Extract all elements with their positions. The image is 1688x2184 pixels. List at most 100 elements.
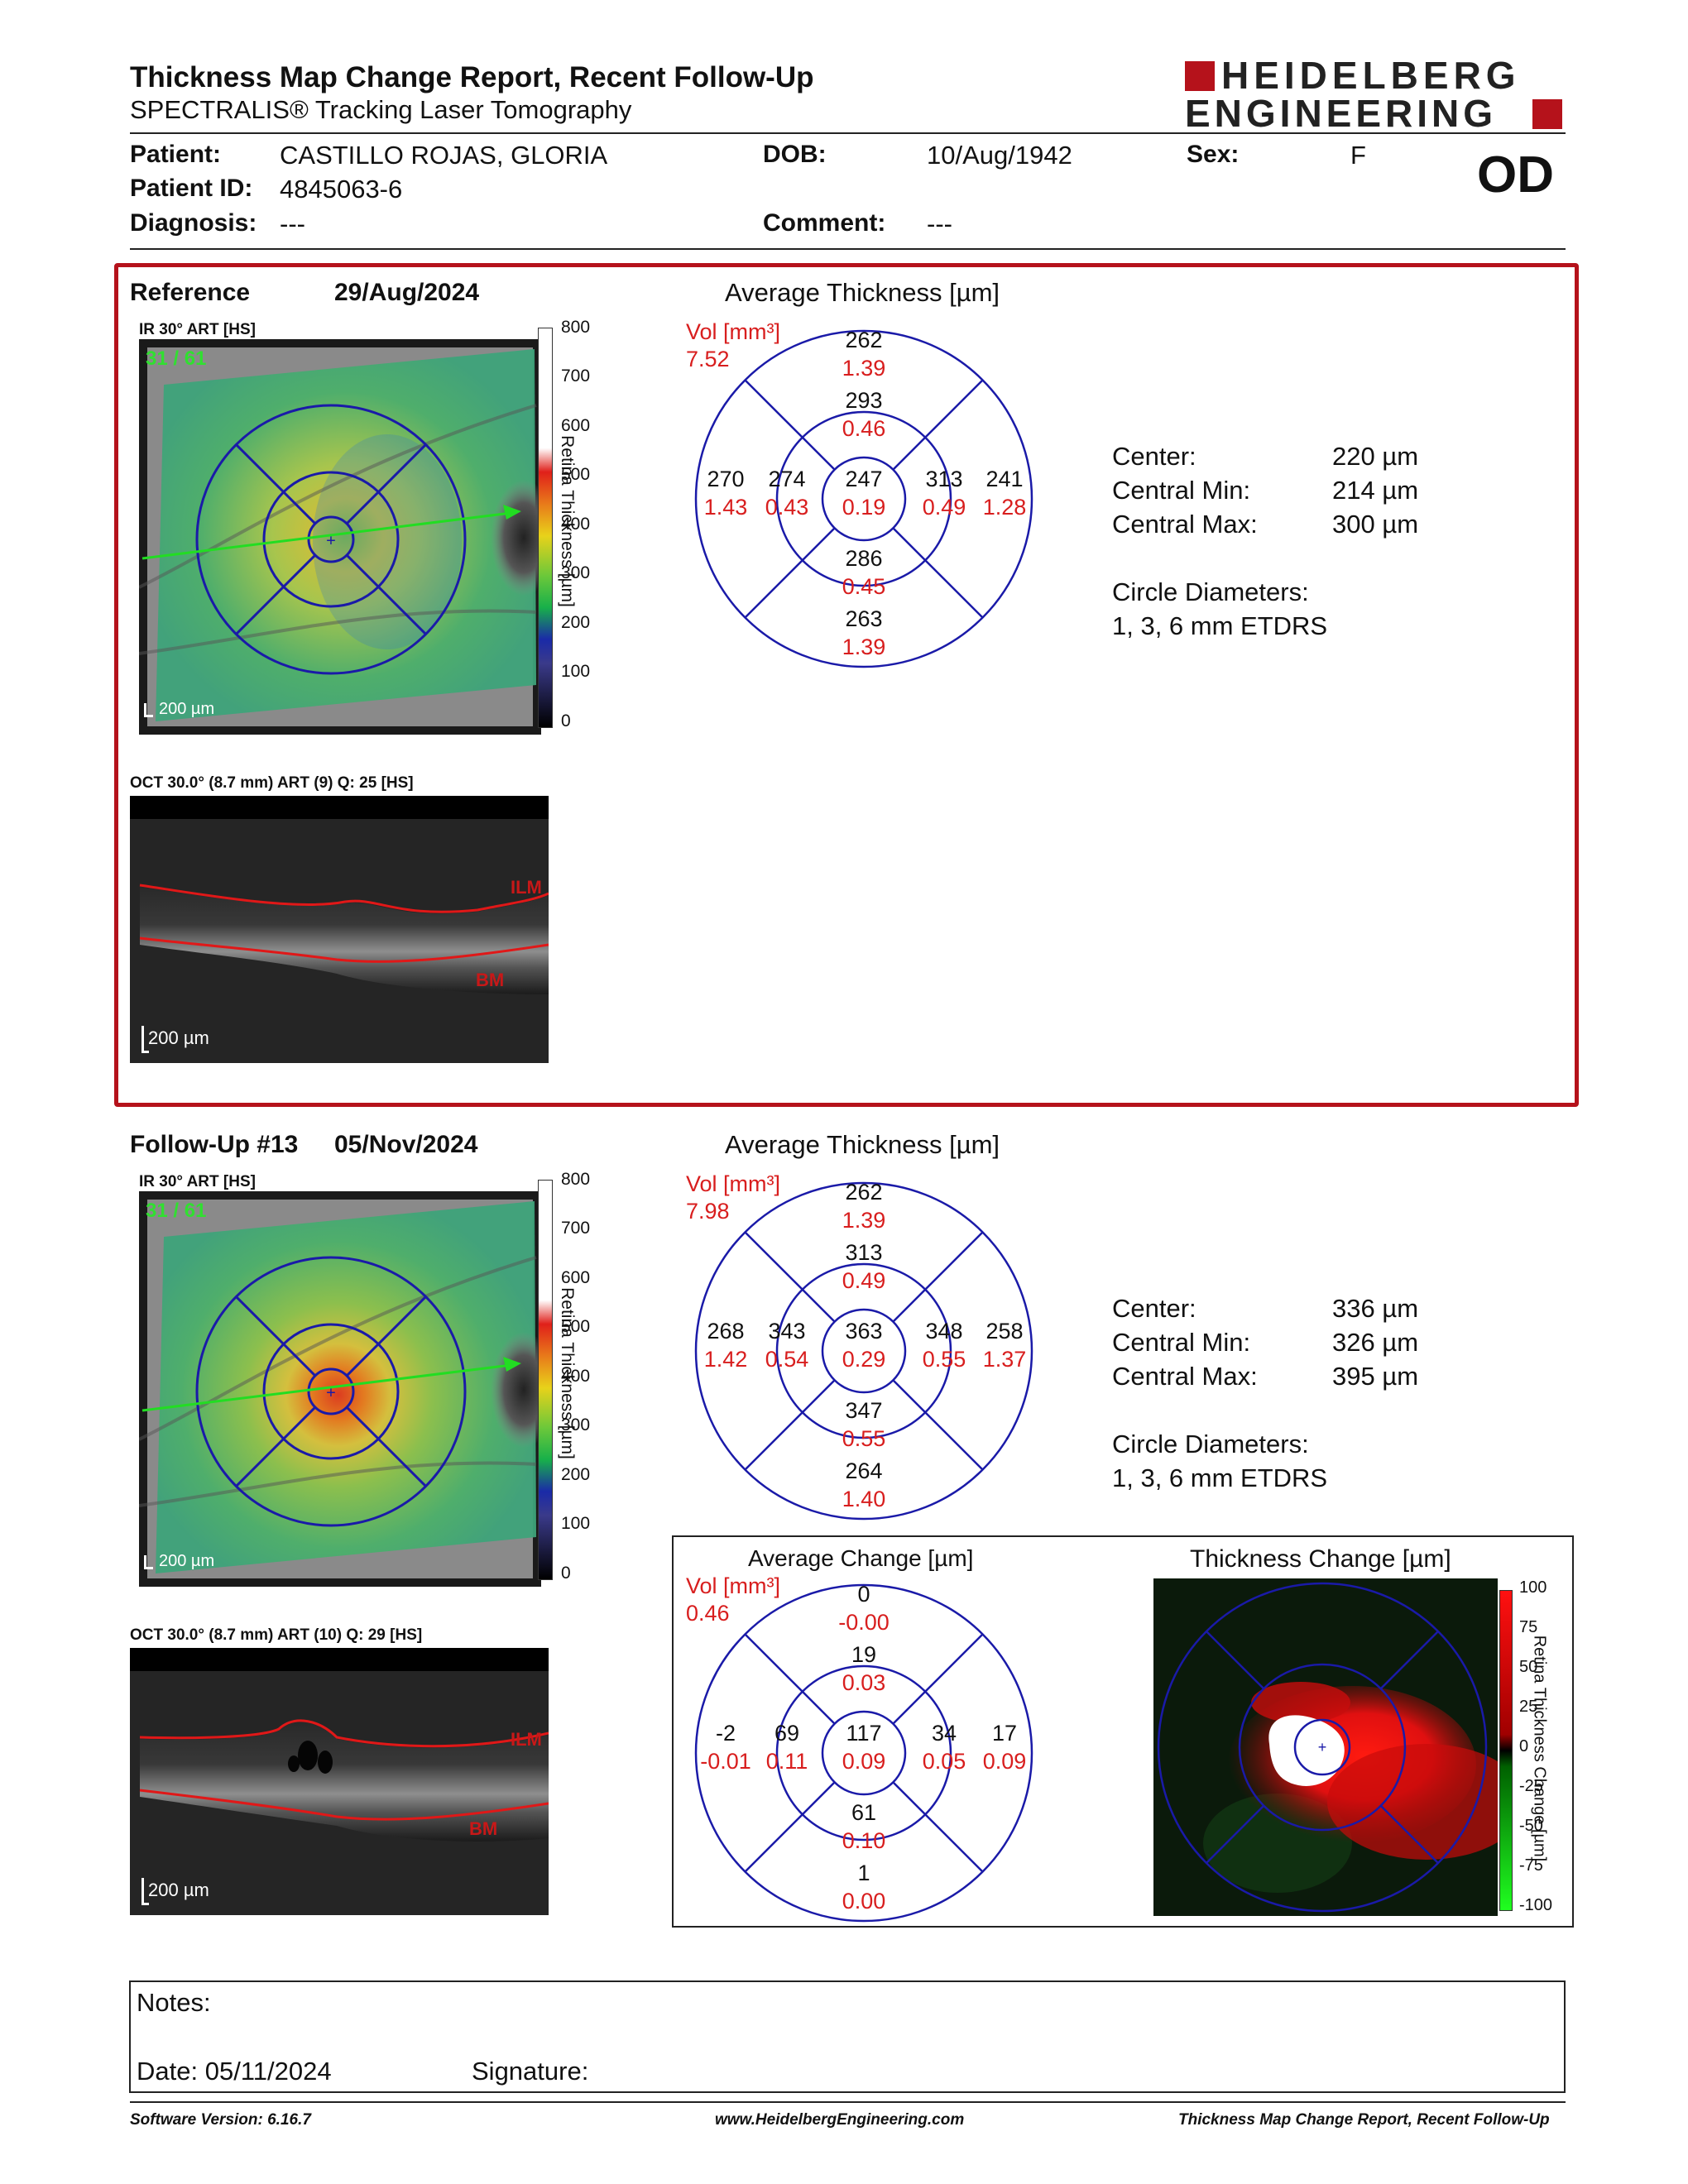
followup-cb-tick: 800 xyxy=(561,1170,591,1189)
svg-text:+: + xyxy=(326,1384,336,1402)
change-cb-tick: 0 xyxy=(1519,1737,1529,1755)
reference-scale-label: 200 µm xyxy=(159,700,215,718)
reference-ilm-label: ILM xyxy=(511,877,542,898)
report-subtitle: SPECTRALIS® Tracking Laser Tomography xyxy=(130,95,632,124)
reference-center-vol: 0.19 xyxy=(842,495,886,520)
reference-min-label: Central Min: xyxy=(1112,476,1251,505)
reference-oct-scale: 200 µm xyxy=(148,1027,209,1048)
followup-outer-superior-vol: 1.39 xyxy=(842,1208,886,1233)
sex-value: F xyxy=(1350,141,1366,170)
change-outer-inferior: 1 xyxy=(857,1861,870,1885)
change-colorbar xyxy=(1499,1590,1513,1911)
change-inner-inferior: 61 xyxy=(851,1800,877,1825)
followup-frame-counter: 31 / 61 xyxy=(146,1200,207,1222)
footer-report-name: Thickness Map Change Report, Recent Foll… xyxy=(1178,2111,1550,2129)
reference-outer-inferior: 263 xyxy=(845,606,883,631)
svg-text:+: + xyxy=(326,532,336,550)
reference-cb-tick: 400 xyxy=(561,515,591,534)
change-outer-nasal-vol: 0.09 xyxy=(982,1749,1027,1774)
change-cb-tick: 25 xyxy=(1519,1698,1538,1716)
followup-oct-label: OCT 30.0° (8.7 mm) ART (10) Q: 29 [HS] xyxy=(130,1626,423,1644)
followup-vol-value: 7.98 xyxy=(686,1199,730,1224)
followup-inner-inferior-vol: 0.55 xyxy=(842,1426,886,1451)
followup-inner-superior: 313 xyxy=(845,1240,883,1265)
change-colorbar-label: Retina Thickness Change [µm] xyxy=(1530,1635,1549,1862)
followup-vol-label: Vol [mm³] xyxy=(686,1171,781,1196)
change-center-vol: 0.09 xyxy=(842,1749,886,1774)
change-center: 117 xyxy=(846,1721,882,1746)
followup-oct-scale: 200 µm xyxy=(148,1880,209,1900)
change-cb-tick: -100 xyxy=(1519,1896,1553,1914)
change-inner-inferior-vol: 0.10 xyxy=(842,1828,886,1853)
reference-vol-value: 7.52 xyxy=(686,347,730,371)
logo-text-2: ENGINEERING xyxy=(1185,92,1498,135)
comment-value: --- xyxy=(927,209,952,238)
change-outer-temporal: -2 xyxy=(715,1721,736,1746)
reference-cb-tick: 300 xyxy=(561,563,591,582)
eye-indicator: OD xyxy=(1477,146,1554,204)
footer-software-version: Software Version: 6.16.7 xyxy=(130,2111,311,2129)
reference-inner-nasal-vol: 0.49 xyxy=(922,495,966,520)
notes-date: Date: 05/11/2024 xyxy=(137,2057,332,2086)
reference-fundus-image: + 31 / 61 200 µm xyxy=(138,339,557,735)
change-cb-tick: 50 xyxy=(1519,1658,1538,1676)
reference-cb-tick: 200 xyxy=(561,613,591,632)
followup-cb-tick: 100 xyxy=(561,1514,591,1533)
reference-min-value: 214 µm xyxy=(1332,476,1419,505)
change-grid-title: Average Change [µm] xyxy=(748,1545,974,1571)
reference-inner-inferior: 286 xyxy=(845,546,883,571)
change-inner-nasal: 34 xyxy=(931,1721,957,1746)
patient-id-label: Patient ID: xyxy=(130,175,253,202)
patient-id: 4845063-6 xyxy=(280,175,403,204)
followup-outer-superior: 262 xyxy=(845,1180,883,1205)
notes-box[interactable] xyxy=(129,1980,1566,2093)
followup-grid-title: Average Thickness [µm] xyxy=(725,1130,1000,1159)
change-inner-temporal-vol: 0.11 xyxy=(765,1749,808,1774)
reference-date: 29/Aug/2024 xyxy=(334,279,480,306)
change-etdrs-grid xyxy=(692,1581,1036,1925)
followup-label: Follow-Up #13 xyxy=(130,1131,299,1158)
reference-inner-temporal-vol: 0.43 xyxy=(765,495,809,520)
reference-max-label: Central Max: xyxy=(1112,510,1258,539)
comment-label: Comment: xyxy=(763,209,886,237)
reference-frame-counter: 31 / 61 xyxy=(146,347,207,370)
followup-outer-inferior: 264 xyxy=(845,1458,883,1483)
reference-circle-label: Circle Diameters: xyxy=(1112,577,1309,606)
change-outer-nasal: 17 xyxy=(991,1721,1018,1746)
change-section-frame xyxy=(672,1535,1574,1928)
reference-thickness-colorbar xyxy=(538,328,553,728)
reference-inner-temporal: 274 xyxy=(768,467,806,491)
reference-section-frame xyxy=(114,263,1579,1107)
change-cb-tick: -25 xyxy=(1519,1777,1543,1795)
followup-center-label: Center: xyxy=(1112,1294,1196,1323)
followup-inner-temporal-vol: 0.54 xyxy=(765,1347,809,1372)
change-vol-label: Vol [mm³] xyxy=(686,1573,781,1598)
reference-center: 247 xyxy=(845,467,883,491)
followup-cb-tick: 400 xyxy=(561,1367,591,1386)
patient-name: CASTILLO ROJAS, GLORIA xyxy=(280,141,608,170)
reference-outer-temporal-vol: 1.43 xyxy=(703,495,748,520)
change-outer-temporal-vol: -0.01 xyxy=(700,1749,751,1774)
change-inner-superior: 19 xyxy=(851,1642,877,1667)
reference-cb-tick: 700 xyxy=(561,366,591,386)
reference-colorbar-label: Retina Thickness [µm] xyxy=(558,435,577,607)
followup-cb-tick: 500 xyxy=(561,1317,591,1336)
followup-fundus-image: + 31 / 61 200 µm xyxy=(138,1191,557,1587)
followup-cb-tick: 0 xyxy=(561,1564,571,1583)
dob-value: 10/Aug/1942 xyxy=(927,141,1072,170)
followup-colorbar-label: Retina Thickness [µm] xyxy=(558,1287,577,1459)
reference-inner-superior-vol: 0.46 xyxy=(842,416,886,441)
followup-outer-inferior-vol: 1.40 xyxy=(842,1487,886,1511)
followup-bm-label: BM xyxy=(469,1818,498,1839)
change-cb-tick: 100 xyxy=(1519,1578,1547,1597)
followup-outer-temporal: 268 xyxy=(707,1319,745,1343)
reference-outer-temporal: 270 xyxy=(707,467,745,491)
signature-label: Signature: xyxy=(472,2057,589,2086)
followup-center-value: 336 µm xyxy=(1332,1294,1419,1323)
followup-oct-image: ILM BM 200 µm xyxy=(130,1648,549,1915)
followup-cb-tick: 700 xyxy=(561,1219,591,1238)
reference-ir-label: IR 30° ART [HS] xyxy=(139,321,256,338)
reference-outer-inferior-vol: 1.39 xyxy=(842,635,886,659)
footer-website: www.HeidelbergEngineering.com xyxy=(715,2111,965,2129)
change-cb-tick: 75 xyxy=(1519,1618,1538,1636)
